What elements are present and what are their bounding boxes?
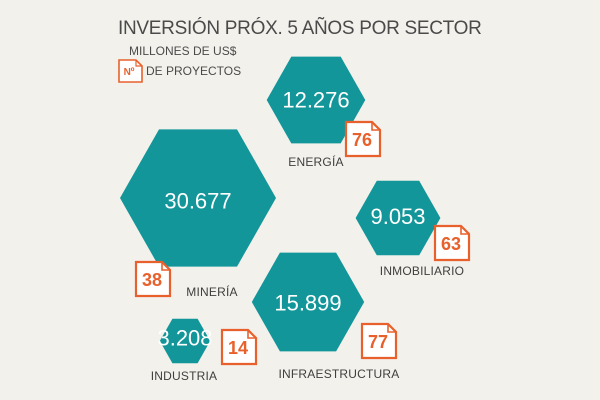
sector-infraestructura: 15.899 77 INFRAESTRUCTURA [251,252,399,381]
sector-label-infraestructura: INFRAESTRUCTURA [278,367,399,381]
projects-count-mineria: 38 [142,270,162,290]
legend-text: DE PROYECTOS [146,64,241,78]
legend: Nº DE PROYECTOS [118,59,241,83]
legend-document-fold [135,60,142,67]
value-label-energia: 12.276 [282,87,349,112]
hexagon-infraestructura [251,252,365,352]
projects-count-energia: 76 [352,130,372,150]
sector-industria: 3.208 14 INDUSTRIA [151,318,258,383]
legend-badge-text: Nº [124,67,135,78]
sector-label-mineria: MINERÍA [186,284,237,299]
document-fold [161,262,170,271]
document-fold [387,324,396,333]
document-fold [247,330,256,339]
projects-count-infraestructura: 77 [368,332,388,352]
projects-badge-industria: 14 [220,328,258,366]
sector-inmobiliario: 9.053 63 INMOBILIARIO [355,180,471,278]
document-fold [460,226,469,235]
projects-badge-mineria: 38 [134,260,172,298]
value-label-inmobiliario: 9.053 [370,204,425,229]
projects-count-inmobiliario: 63 [441,234,461,254]
sector-mineria: 30.677 38 MINERÍA [120,129,276,299]
projects-badge-infraestructura: 77 [360,322,398,360]
hexagon-industria [159,318,211,364]
chart-title: INVERSIÓN PRÓX. 5 AÑOS POR SECTOR [118,17,482,39]
value-label-infraestructura: 15.899 [274,290,341,315]
sector-label-energia: ENERGÍA [288,154,343,169]
projects-count-industria: 14 [228,338,248,358]
projects-badge-energia: 76 [344,120,382,158]
document-fold [371,122,380,131]
chart-unit: MILLONES DE US$ [129,44,237,58]
hexagon-inmobiliario [355,180,441,256]
projects-badge-inmobiliario: 63 [433,224,471,262]
sector-label-industria: INDUSTRIA [151,369,217,383]
value-label-mineria: 30.677 [164,189,231,214]
value-label-industria: 3.208 [157,326,212,351]
chart-header: INVERSIÓN PRÓX. 5 AÑOS POR SECTOR MILLON… [118,17,482,83]
hexagon-mineria [120,129,276,267]
hexagon-energia [266,56,366,144]
sector-label-inmobiliario: INMOBILIARIO [380,264,464,278]
chart-marks: 30.677 38 MINERÍA 15.899 77 INFRAESTRUCTURA 12… [120,56,471,383]
